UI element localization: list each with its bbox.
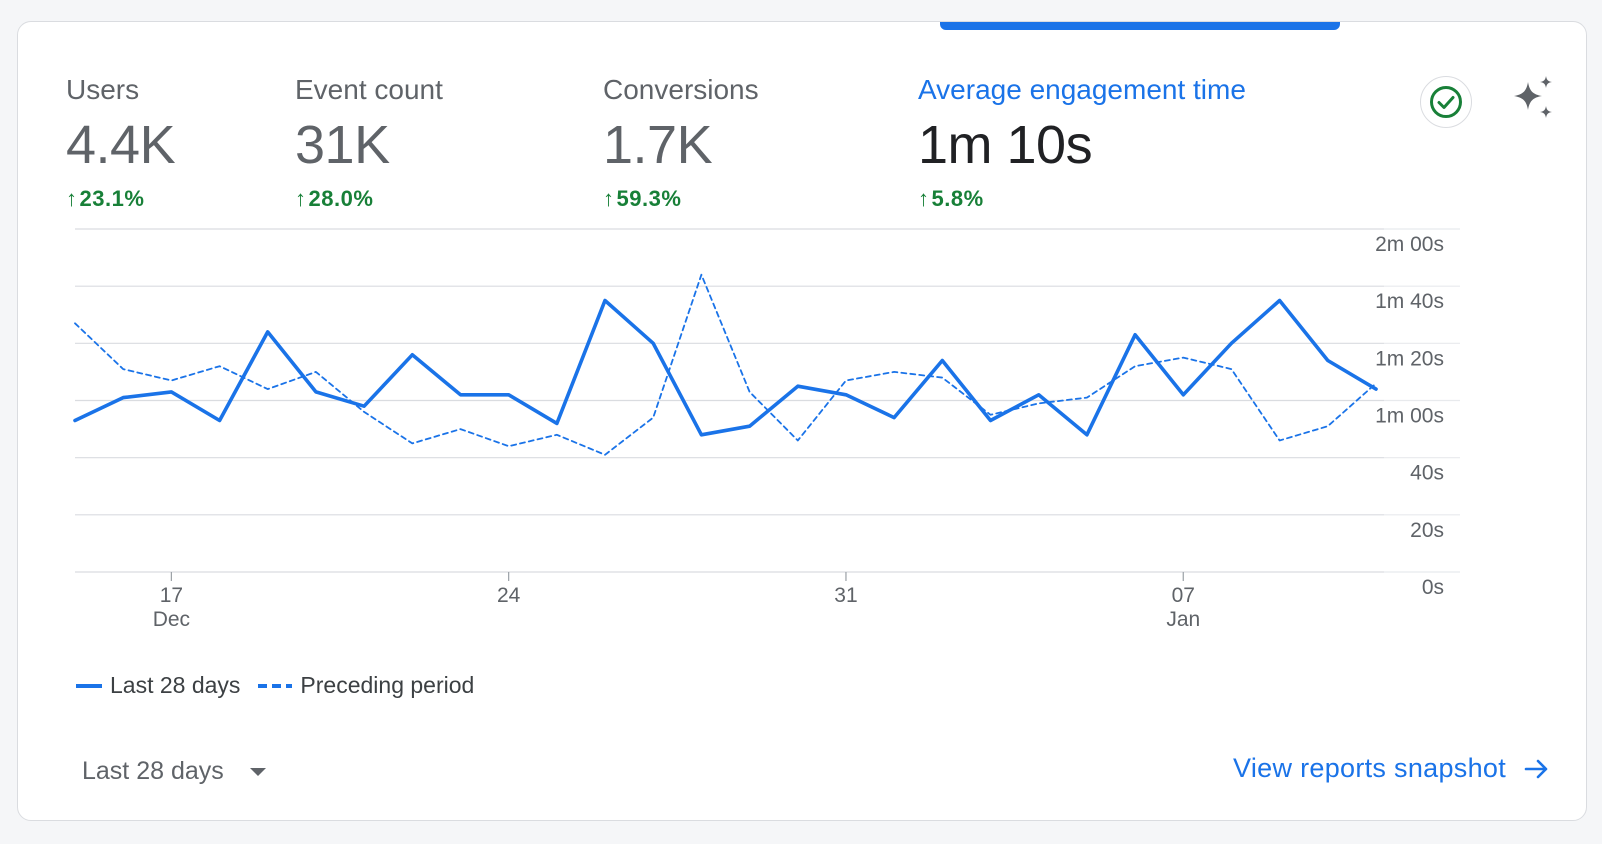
- check-circle-button[interactable]: [1420, 76, 1472, 128]
- active-tab-indicator: [940, 22, 1340, 30]
- view-reports-snapshot-link[interactable]: View reports snapshot: [1233, 753, 1550, 784]
- metric-label: Event count: [295, 74, 443, 105]
- series-line-last-28-days: [73, 298, 1378, 437]
- series-line-preceding-period: [74, 273, 1377, 456]
- y-tick-label: 40s: [1410, 462, 1444, 485]
- arrow-right-icon: [1524, 759, 1548, 778]
- legend-item-current: Last 28 days: [76, 672, 240, 699]
- metric-change: ↑5.8%: [918, 186, 984, 211]
- x-tick-label: 31: [834, 584, 857, 607]
- y-tick-label: 1m 00s: [1375, 405, 1444, 428]
- metric-value: 1m 10s: [918, 115, 1093, 175]
- x-tick-month-label: Dec: [153, 608, 190, 631]
- sparkle-icon: [1514, 76, 1552, 118]
- metric-avg-engagement-time[interactable]: Average engagement time 1m 10s ↑5.8%: [918, 74, 1246, 212]
- arrow-up-icon: ↑: [66, 186, 78, 211]
- check-circle-icon: [1430, 86, 1462, 118]
- y-tick-label: 20s: [1410, 519, 1444, 542]
- chevron-down-icon: [249, 767, 266, 776]
- dashed-line-swatch: [258, 683, 293, 688]
- metric-change: ↑23.1%: [66, 186, 145, 211]
- legend-label: Last 28 days: [110, 672, 241, 698]
- x-tick-label: 17: [160, 584, 183, 607]
- metric-value: 4.4K: [66, 115, 176, 175]
- metric-label: Conversions: [603, 74, 759, 105]
- date-range-label: Last 28 days: [82, 757, 224, 785]
- metric-users[interactable]: Users 4.4K ↑23.1%: [66, 74, 176, 212]
- x-tick-label: 24: [497, 584, 521, 607]
- x-tick-month-label: Jan: [1166, 608, 1200, 631]
- y-tick-label: 0s: [1422, 576, 1444, 599]
- metric-change: ↑28.0%: [295, 186, 374, 211]
- arrow-up-icon: ↑: [603, 186, 615, 211]
- solid-line-swatch: [76, 683, 102, 688]
- metric-conversions[interactable]: Conversions 1.7K ↑59.3%: [603, 74, 759, 212]
- arrow-up-icon: ↑: [918, 186, 930, 211]
- chart-legend: Last 28 days Preceding period: [76, 672, 492, 699]
- y-tick-label: 1m 40s: [1375, 290, 1444, 313]
- metric-value: 1.7K: [603, 115, 713, 175]
- snapshot-link-label: View reports snapshot: [1233, 753, 1506, 783]
- y-tick-label: 1m 20s: [1375, 347, 1444, 370]
- engagement-card: Users 4.4K ↑23.1% Event count 31K ↑28.0%…: [17, 21, 1587, 821]
- metric-value: 31K: [295, 115, 390, 175]
- legend-item-previous: Preceding period: [258, 672, 474, 699]
- date-range-dropdown[interactable]: Last 28 days: [82, 757, 266, 786]
- metric-change: ↑59.3%: [603, 186, 682, 211]
- metric-label: Users: [66, 74, 140, 105]
- arrow-up-icon: ↑: [295, 186, 307, 211]
- legend-label: Preceding period: [300, 672, 475, 698]
- insights-button[interactable]: [1506, 74, 1560, 128]
- metric-event-count[interactable]: Event count 31K ↑28.0%: [295, 74, 443, 212]
- metric-label: Average engagement time: [918, 74, 1246, 105]
- x-tick-label: 07: [1172, 584, 1195, 607]
- y-tick-label: 2m 00s: [1375, 233, 1444, 256]
